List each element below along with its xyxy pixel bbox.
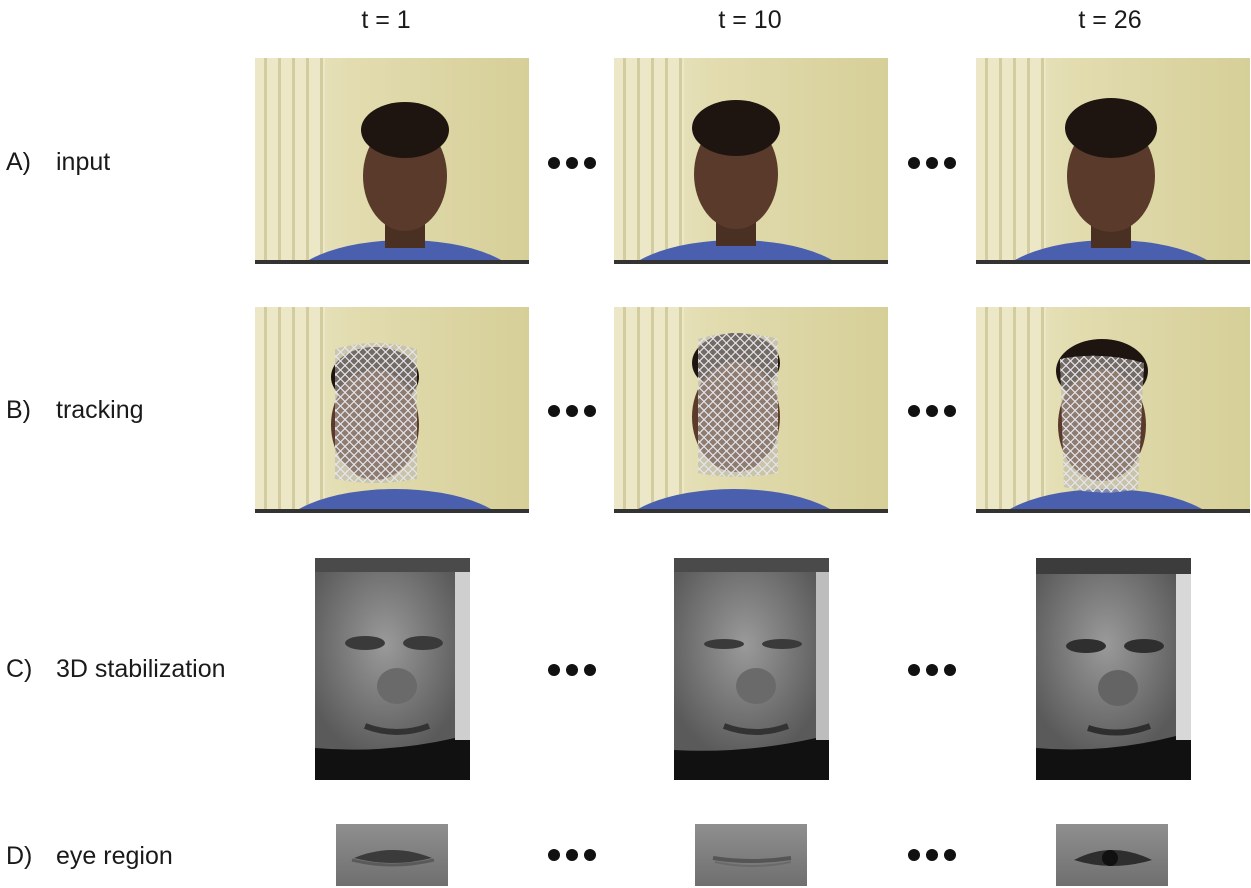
row-text: eye region xyxy=(56,842,173,870)
column-header-t26: t = 26 xyxy=(1078,6,1142,34)
ellipsis-icon xyxy=(548,848,596,862)
tracking-frame-t26 xyxy=(976,307,1250,513)
ellipsis-icon xyxy=(548,404,596,418)
ellipsis-icon xyxy=(908,156,956,170)
tracking-frame-t1 xyxy=(255,307,529,513)
eye-region-t1 xyxy=(336,824,448,886)
tracking-frame-t10 xyxy=(614,307,888,513)
stabilized-face-t26 xyxy=(1036,558,1191,780)
row-label-input: A) input xyxy=(6,146,110,178)
ellipsis-icon xyxy=(908,663,956,677)
ellipsis-icon xyxy=(908,404,956,418)
row-letter: B) xyxy=(6,396,31,424)
row-letter: C) xyxy=(6,655,33,683)
input-frame-t10 xyxy=(614,58,888,264)
ellipsis-icon xyxy=(548,156,596,170)
input-frame-t26 xyxy=(976,58,1250,264)
row-text: tracking xyxy=(56,396,144,424)
row-label-3d-stabilization: C) 3D stabilization xyxy=(6,653,226,685)
input-frame-t1 xyxy=(255,58,529,264)
row-letter: D) xyxy=(6,842,33,870)
eye-region-t10 xyxy=(695,824,807,886)
row-letter: A) xyxy=(6,148,31,176)
ellipsis-icon xyxy=(548,663,596,677)
row-label-eye-region: D) eye region xyxy=(6,840,173,872)
column-header-t1: t = 1 xyxy=(361,6,411,34)
row-label-tracking: B) tracking xyxy=(6,394,144,426)
row-text: 3D stabilization xyxy=(56,655,226,683)
row-text: input xyxy=(56,148,111,176)
ellipsis-icon xyxy=(908,848,956,862)
eye-region-t26 xyxy=(1056,824,1168,886)
stabilized-face-t1 xyxy=(315,558,470,780)
column-header-t10: t = 10 xyxy=(718,6,782,34)
stabilized-face-t10 xyxy=(674,558,829,780)
